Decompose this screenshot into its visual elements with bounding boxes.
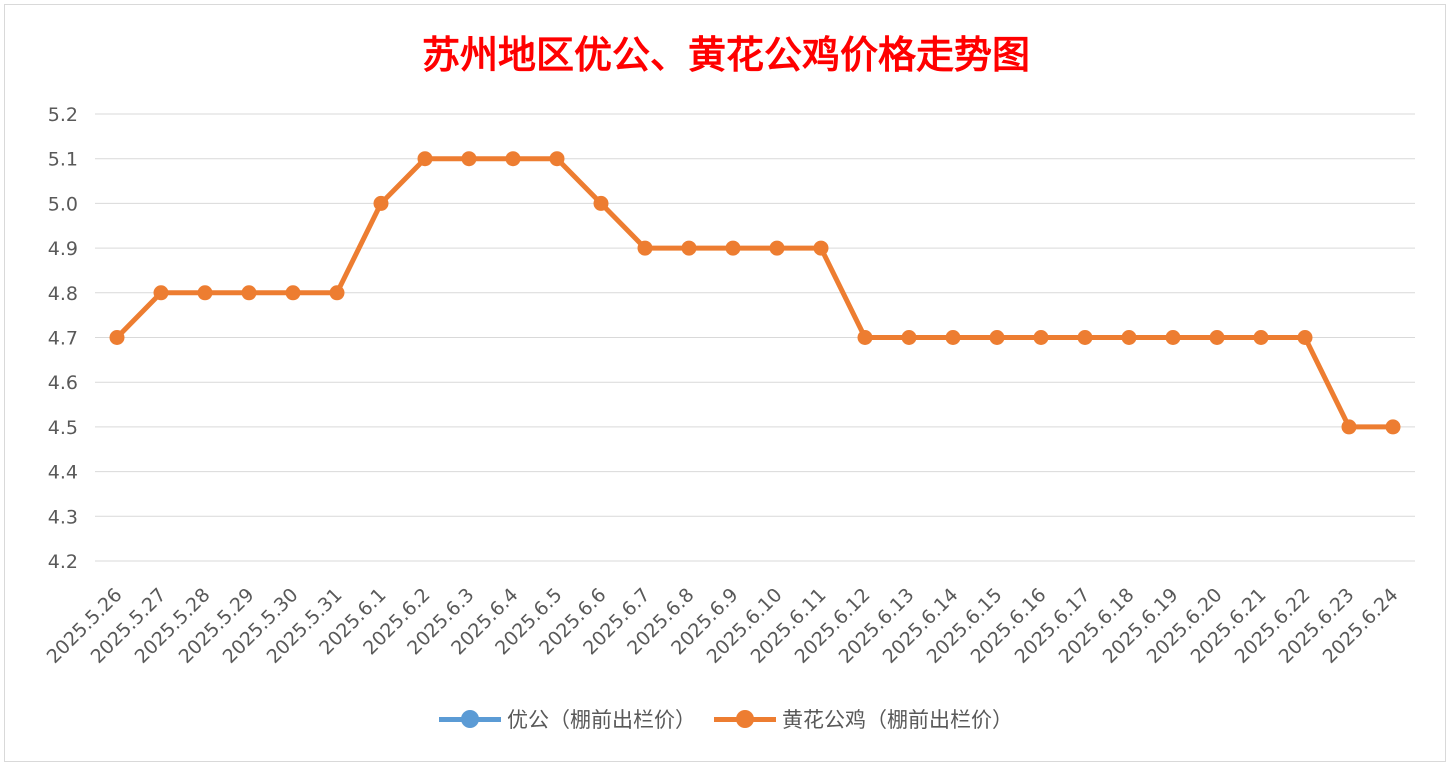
- legend: 优公（棚前出栏价） 黄花公鸡（棚前出栏价）: [0, 704, 1452, 734]
- y-tick-label: 4.9: [48, 238, 78, 260]
- y-tick-label: 4.6: [48, 372, 78, 394]
- data-point: [549, 151, 565, 167]
- data-point: [1297, 330, 1313, 345]
- data-point: [461, 151, 477, 167]
- data-point: [153, 285, 169, 301]
- data-point: [1077, 330, 1093, 345]
- y-tick-label: 4.2: [48, 551, 78, 573]
- data-point: [637, 240, 653, 256]
- y-tick-label: 4.7: [48, 328, 78, 350]
- legend-item-1: 黄花公鸡（棚前出栏价）: [714, 704, 1013, 734]
- y-tick-label: 5.2: [48, 104, 78, 126]
- legend-swatch: [714, 709, 776, 729]
- data-point: [857, 330, 873, 345]
- data-point: [813, 240, 829, 256]
- data-point: [505, 151, 521, 167]
- data-point: [109, 330, 125, 345]
- data-point: [417, 151, 433, 167]
- y-tick-label: 4.3: [48, 506, 78, 528]
- data-point: [1165, 330, 1181, 345]
- data-point: [945, 330, 961, 345]
- data-point: [1341, 419, 1357, 435]
- data-point: [1033, 330, 1049, 345]
- y-tick-label: 4.5: [48, 417, 78, 439]
- y-tick-label: 5.1: [48, 149, 78, 171]
- data-point: [285, 285, 301, 301]
- chart-title: 苏州地区优公、黄花公鸡价格走势图: [421, 32, 1030, 77]
- y-tick-label: 4.8: [48, 283, 78, 305]
- legend-label: 优公（棚前出栏价）: [507, 708, 696, 732]
- data-point: [725, 240, 741, 256]
- legend-item-0: 优公（棚前出栏价）: [439, 704, 696, 734]
- data-point: [989, 330, 1005, 345]
- data-point: [901, 330, 917, 345]
- data-point: [769, 240, 785, 256]
- data-point: [1121, 330, 1137, 345]
- data-point: [241, 285, 257, 301]
- data-point: [681, 240, 697, 256]
- chart-area: [4, 4, 1446, 762]
- data-point: [373, 195, 389, 211]
- data-point: [329, 285, 345, 301]
- legend-swatch: [439, 709, 501, 729]
- data-point: [593, 195, 609, 211]
- data-point: [1209, 330, 1225, 345]
- data-point: [1385, 419, 1401, 435]
- data-point: [197, 285, 213, 301]
- data-point: [1253, 330, 1269, 345]
- y-tick-label: 4.4: [48, 462, 78, 484]
- y-tick-label: 5.0: [48, 193, 78, 215]
- legend-label: 黄花公鸡（棚前出栏价）: [782, 708, 1013, 732]
